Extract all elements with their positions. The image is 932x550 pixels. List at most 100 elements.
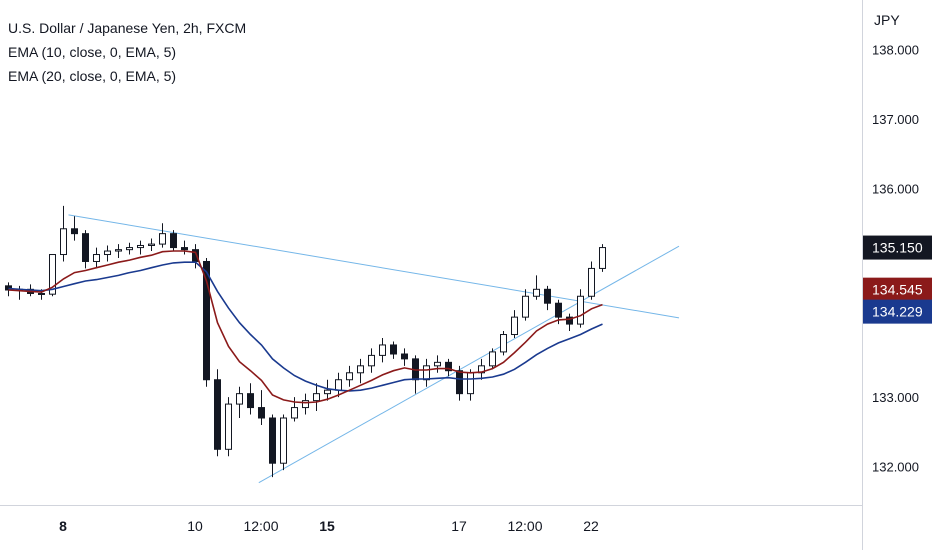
time-tick-label: 8 [59, 518, 67, 534]
price-axis[interactable]: 138.000 137.000 136.000 133.000 132.000 135.1… [863, 42, 932, 475]
candle-body [170, 233, 177, 249]
candle [269, 414, 276, 478]
price-tick-label: 136.000 [872, 181, 919, 196]
price-tick-label: 132.000 [872, 460, 919, 475]
candle-body [71, 228, 78, 235]
candle [225, 397, 232, 457]
candle-body [247, 393, 254, 409]
candle [236, 386, 243, 418]
candle-body [104, 250, 111, 256]
candle [500, 331, 507, 356]
candle [368, 348, 375, 373]
candle [357, 358, 364, 384]
candle [247, 383, 254, 415]
candle [324, 379, 331, 401]
candle [302, 393, 309, 415]
candle [291, 397, 298, 422]
price-tick-label: 138.000 [872, 42, 919, 57]
price-label-box [863, 299, 932, 324]
candle [60, 205, 67, 262]
trendlines[interactable] [68, 214, 680, 484]
candle [214, 369, 221, 457]
trendline-2[interactable] [258, 245, 680, 484]
candle-body [379, 344, 386, 356]
candle-body [577, 295, 584, 325]
candle-body [126, 247, 133, 251]
candle-body [533, 288, 540, 297]
candle-body [335, 379, 342, 391]
candle-body [313, 393, 320, 402]
candle-body [60, 228, 67, 256]
time-tick-label: 22 [583, 518, 599, 534]
candle [423, 358, 430, 387]
candle-body [280, 417, 287, 464]
candle-body [137, 244, 144, 249]
candle-body [324, 389, 331, 395]
candle-body [357, 365, 364, 374]
candle-body [566, 316, 573, 325]
candle [390, 341, 397, 359]
candle-body [82, 233, 89, 262]
candle-body [368, 354, 375, 367]
candle [137, 240, 144, 255]
ema-fast-legend[interactable]: EMA (10, close, 0, EMA, 5) [8, 44, 177, 60]
price-label-current[interactable]: 135.150 [863, 235, 932, 260]
candle [93, 247, 100, 269]
candle-body [599, 247, 606, 269]
candle-body [456, 370, 463, 395]
candle [104, 245, 111, 262]
candle [467, 369, 474, 401]
price-label-box [863, 235, 932, 260]
currency-label: JPY [874, 12, 900, 28]
candle-body [401, 353, 408, 360]
time-axis[interactable]: 8 10 12:00 15 17 12:00 22 [59, 518, 599, 534]
time-tick-label: 17 [451, 518, 467, 534]
ema-slow-line [8, 261, 603, 392]
candle [71, 216, 78, 241]
candle [346, 365, 353, 387]
candle-body [115, 249, 122, 252]
candle-body [544, 288, 551, 304]
candle-body [49, 254, 56, 295]
chart-legend: U.S. Dollar / Japanese Yen, 2h, FXCM EMA… [8, 16, 246, 88]
candle-body [500, 334, 507, 353]
price-label-ema-fast[interactable]: 134.545 [863, 277, 932, 302]
candlestick-series [5, 205, 606, 478]
candle-body [214, 379, 221, 450]
candle [313, 383, 320, 412]
candle [445, 358, 452, 377]
candle-body [445, 361, 452, 372]
candle-body [159, 233, 166, 245]
ema-lines [8, 250, 603, 404]
candle [379, 338, 386, 363]
candle-body [434, 361, 441, 367]
candle-body [555, 302, 562, 318]
candle [489, 348, 496, 370]
candle [258, 390, 265, 425]
price-tick-label: 133.000 [872, 390, 919, 405]
candle [115, 244, 122, 258]
candle [511, 310, 518, 338]
candle [434, 355, 441, 373]
candle-body [390, 344, 397, 355]
price-label-ema-slow[interactable]: 134.229 [863, 299, 932, 324]
candle [544, 285, 551, 311]
candle-body [588, 267, 595, 297]
candle-body [291, 407, 298, 419]
time-tick-label: 12:00 [243, 518, 278, 534]
candle-body [148, 243, 155, 246]
candle-body [236, 393, 243, 405]
ema-slow-legend[interactable]: EMA (20, close, 0, EMA, 5) [8, 68, 177, 84]
candle-body [302, 400, 309, 409]
candle-body [225, 403, 232, 450]
time-tick-label: 10 [187, 518, 203, 534]
price-tick-label: 137.000 [872, 112, 919, 127]
candle [533, 275, 540, 300]
candle [148, 238, 155, 252]
plot-grid [0, 0, 863, 550]
symbol-title[interactable]: U.S. Dollar / Japanese Yen, 2h, FXCM [8, 20, 247, 36]
candle-body [203, 260, 210, 381]
candle [599, 244, 606, 272]
candle-body [93, 254, 100, 262]
